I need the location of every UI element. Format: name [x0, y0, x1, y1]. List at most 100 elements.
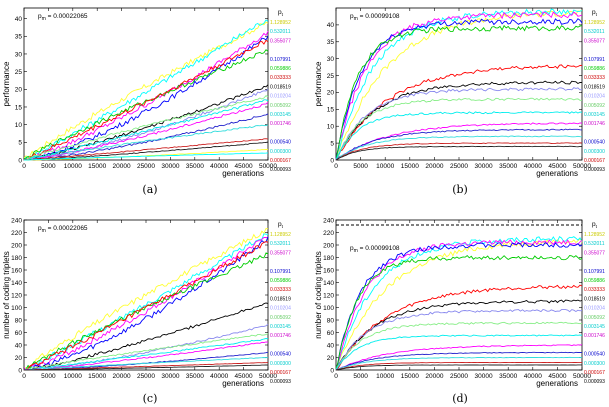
y-tick-label: 35: [15, 34, 23, 41]
series-line: [23, 124, 269, 161]
legend-entry: 0.107991: [584, 57, 605, 63]
y-tick-label: 20: [327, 355, 335, 362]
legend-entry: 0.107991: [270, 269, 291, 275]
legend-entry: 0.355077: [584, 250, 605, 256]
panel-b: 0 5000 10000 15000 20000 25000 30000 35000 40000…: [314, 7, 605, 178]
legend-entry: 0.033333: [584, 75, 605, 81]
series-line: [23, 233, 269, 371]
series-line: [23, 35, 269, 161]
legend-entry: 0.532011: [584, 29, 605, 35]
legend-entry: 0.003145: [270, 324, 291, 330]
y-axis-label: performance: [314, 61, 323, 106]
y-tick-label: 15: [327, 107, 335, 114]
legend-entry: 0.005092: [270, 315, 291, 321]
series-line: [23, 341, 269, 371]
x-tick-label: 45000: [235, 373, 253, 380]
x-tick-label: 40000: [210, 373, 228, 380]
legend-entry: 0.000300: [584, 149, 605, 155]
legend-entry: 0.059886: [270, 278, 291, 284]
legend-entry: 0.532011: [270, 241, 291, 247]
y-axis-label: number of coding triplets: [314, 251, 323, 339]
series-line: [335, 142, 583, 161]
legend-entry: 0.000540: [584, 140, 605, 146]
plot-frame: [23, 7, 269, 161]
series-line: [23, 356, 269, 371]
series-line: [23, 113, 269, 161]
legend-entry: 0.003145: [584, 112, 605, 118]
y-tick-label: 120: [11, 292, 22, 299]
x-tick-label: 25000: [450, 373, 468, 380]
x-tick-label: 40000: [210, 163, 228, 170]
series-line: [335, 361, 582, 371]
series-line: [24, 138, 269, 161]
legend-entry: 0.005092: [584, 103, 605, 109]
series-line: [23, 95, 269, 161]
x-tick-label: 25000: [137, 373, 155, 380]
legend-entry: 0.018519: [270, 84, 291, 90]
y-tick-label: 40: [327, 342, 335, 349]
y-tick-label: 40: [327, 22, 335, 29]
series-line: [335, 308, 583, 371]
y-tick-label: 160: [323, 267, 334, 274]
legend-entry: 0.010204: [270, 306, 291, 312]
series-line: [23, 31, 269, 161]
series-line: [24, 362, 269, 371]
x-tick-label: 35000: [499, 163, 517, 170]
legend-entry: 1.128952: [584, 232, 605, 238]
legend-title: pt: [592, 221, 598, 229]
legend-entry: 0.003145: [270, 112, 291, 118]
legend-entry: 0.005092: [584, 315, 605, 321]
legend-entry: 0.033333: [270, 287, 291, 293]
y-tick-label: 100: [11, 305, 22, 312]
legend-entry: 0.001746: [584, 333, 605, 339]
legend-entry: 0.059886: [270, 66, 291, 72]
x-tick-label: 20000: [425, 373, 443, 380]
y-tick-label: 120: [323, 292, 334, 299]
x-tick-label: 5000: [41, 163, 56, 170]
y-tick-label: 0: [18, 157, 22, 164]
panel-a: 0 5000 10000 15000 20000 25000 30000 35000 40000…: [2, 7, 291, 178]
x-tick-label: 30000: [475, 373, 493, 380]
legend-entry: 0.003145: [584, 324, 605, 330]
legend-entry: 0.033333: [270, 75, 291, 81]
y-axis-label: number of coding triplets: [2, 251, 11, 339]
series-line: [335, 111, 583, 161]
y-tick-label: 160: [11, 267, 22, 274]
legend-entry: 0.001746: [584, 121, 605, 127]
y-tick-label: 30: [15, 51, 23, 58]
y-tick-label: 220: [11, 230, 22, 237]
x-tick-label: 40000: [524, 163, 542, 170]
x-tick-label: 50000: [259, 163, 277, 170]
legend-entry: 0.010204: [270, 94, 291, 100]
y-tick-label: 180: [11, 255, 22, 262]
series-line: [24, 236, 269, 371]
series-line: [23, 88, 269, 161]
legend-entry: 0.000540: [270, 140, 291, 146]
x-tick-label: 20000: [113, 373, 131, 380]
y-tick-label: 80: [15, 317, 23, 324]
x-tick-label: 30000: [161, 373, 179, 380]
y-tick-label: 5: [18, 140, 22, 147]
series-line: [24, 99, 269, 161]
pm-label: pm = 0.00022065: [38, 13, 88, 22]
x-tick-label: 10000: [376, 163, 394, 170]
legend-title: pt: [278, 9, 284, 17]
x-tick-label: 0: [334, 373, 338, 380]
legend-title: pt: [278, 221, 284, 229]
series-line: [23, 152, 269, 161]
x-tick-label: 30000: [161, 163, 179, 170]
series-line: [335, 87, 583, 160]
series-line: [335, 135, 583, 161]
legend-entry: 0.107991: [270, 57, 291, 63]
legend-entry: 0.018519: [270, 296, 291, 302]
series-line: [335, 80, 583, 160]
series-line: [335, 351, 583, 371]
series-line: [335, 24, 583, 161]
legend-entry: 0.010204: [584, 94, 605, 100]
legend-entry: 0.000300: [270, 361, 291, 367]
y-tick-label: 140: [323, 280, 334, 287]
legend-entry: 0.033333: [584, 287, 605, 293]
legend-entry: 0.059886: [584, 278, 605, 284]
y-tick-label: 40: [15, 342, 23, 349]
x-tick-label: 10000: [64, 163, 82, 170]
